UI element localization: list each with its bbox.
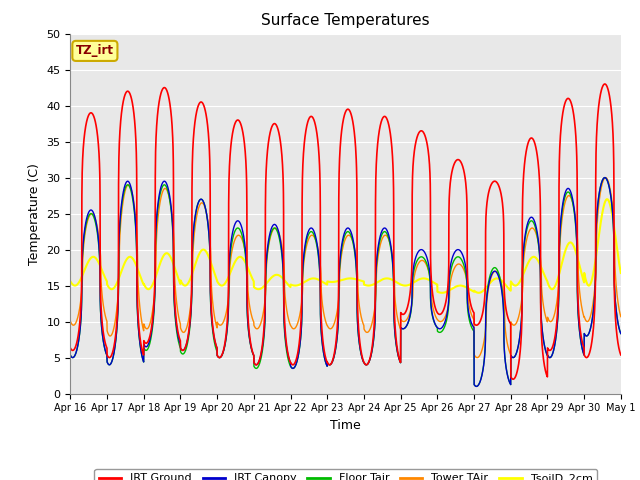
X-axis label: Time: Time <box>330 419 361 432</box>
Text: TZ_irt: TZ_irt <box>76 44 114 58</box>
Legend: IRT Ground, IRT Canopy, Floor Tair, Tower TAir, TsoilD_2cm: IRT Ground, IRT Canopy, Floor Tair, Towe… <box>94 469 597 480</box>
Y-axis label: Temperature (C): Temperature (C) <box>28 163 41 264</box>
Title: Surface Temperatures: Surface Temperatures <box>261 13 430 28</box>
